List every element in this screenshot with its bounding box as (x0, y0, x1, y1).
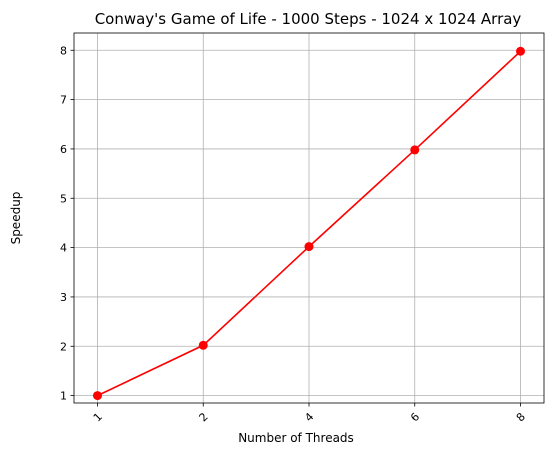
data-point (198, 340, 208, 350)
series-layer (93, 46, 525, 401)
grid (74, 33, 544, 403)
y-tick-label: 6 (60, 143, 67, 156)
data-point (516, 46, 525, 56)
y-tick-label: 4 (60, 242, 67, 255)
x-axis: 1 2 4 6 8 (91, 403, 528, 424)
data-point (410, 145, 420, 155)
x-tick-label: 1 (91, 410, 105, 424)
chart-title: Conway's Game of Life - 1000 Steps - 102… (95, 10, 522, 28)
x-tick-label: 4 (302, 410, 316, 424)
x-tick-label: 6 (408, 410, 422, 424)
y-tick-label: 2 (60, 340, 67, 353)
y-tick-label: 8 (60, 44, 67, 57)
data-point (304, 242, 314, 252)
y-tick-label: 7 (60, 94, 67, 107)
x-tick-label: 8 (514, 410, 528, 424)
data-point (93, 391, 102, 401)
y-axis-label: Speedup (9, 192, 23, 245)
y-axis: 1 2 3 4 5 6 7 8 (60, 44, 74, 403)
y-tick-label: 1 (60, 390, 67, 403)
y-tick-label: 5 (60, 192, 67, 205)
x-axis-label: Number of Threads (238, 431, 354, 445)
x-tick-label: 2 (197, 410, 211, 424)
y-tick-label: 3 (60, 291, 67, 304)
